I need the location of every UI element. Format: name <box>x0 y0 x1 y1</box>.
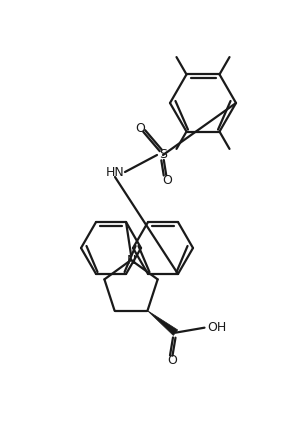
Text: O: O <box>168 354 178 367</box>
Text: HN: HN <box>106 165 124 179</box>
Text: O: O <box>135 122 145 134</box>
Polygon shape <box>148 311 178 335</box>
Text: O: O <box>162 174 172 187</box>
Text: S: S <box>159 149 167 161</box>
Text: N: N <box>126 254 136 267</box>
Text: OH: OH <box>207 321 227 334</box>
